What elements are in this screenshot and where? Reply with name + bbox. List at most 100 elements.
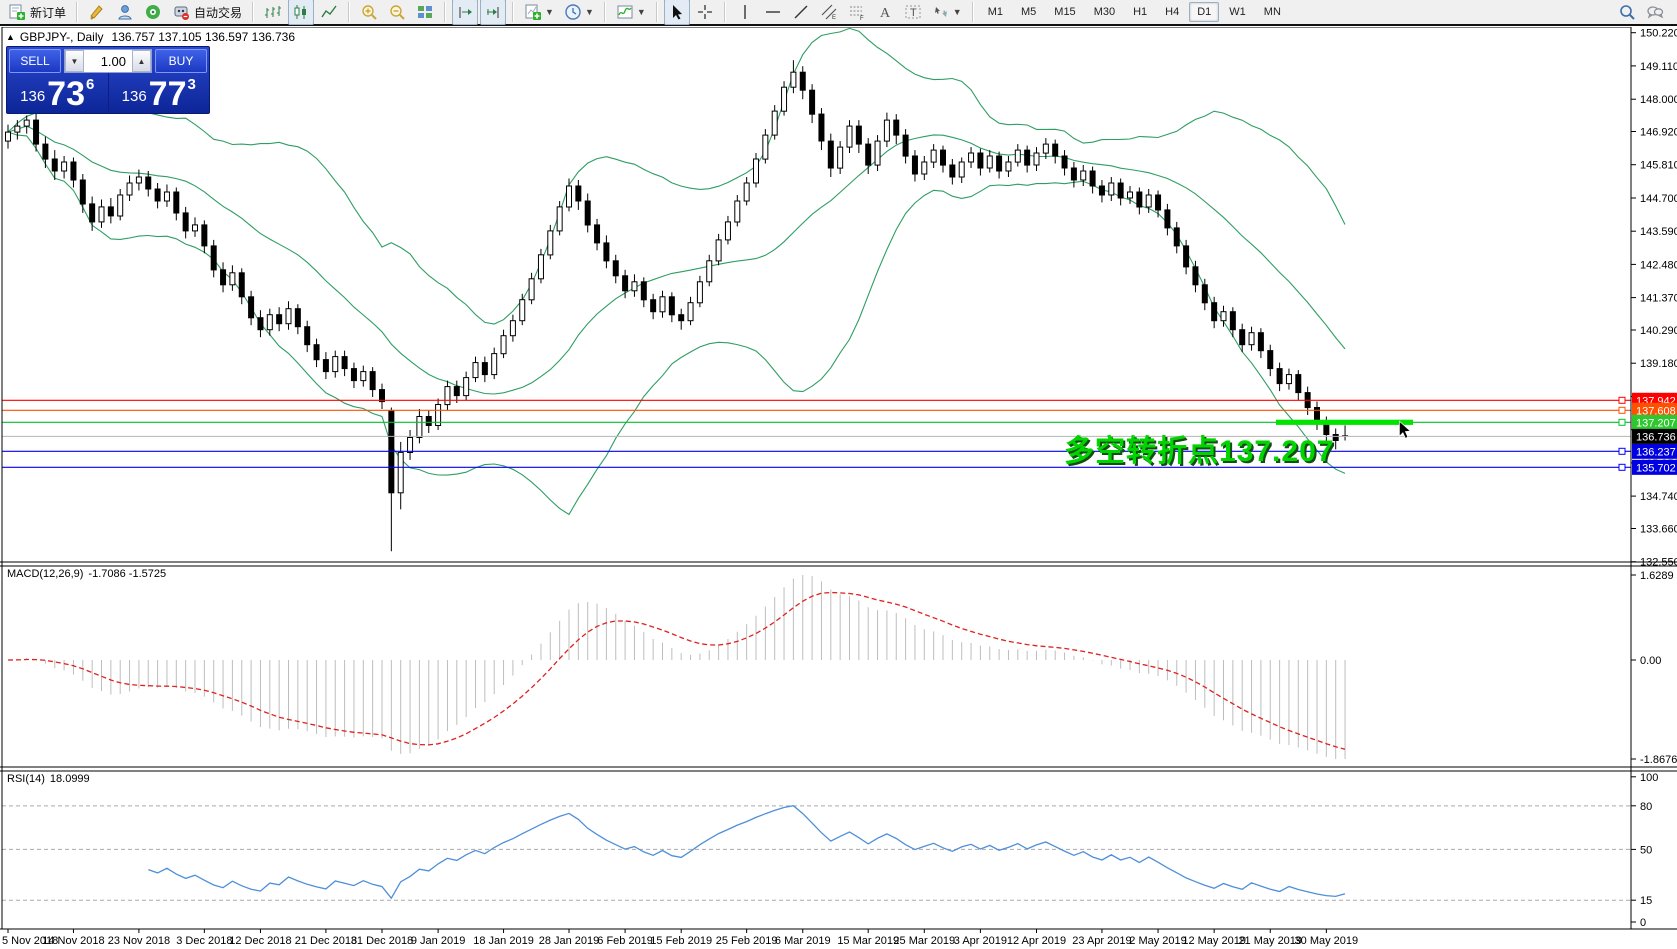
cursor-button[interactable] [663,0,690,25]
new-order-icon [9,4,25,20]
main-chart-pane[interactable] [2,27,1631,562]
candle-body [537,254,544,280]
line-handle[interactable] [1618,463,1626,471]
price-axis-tick: 134.740 [1640,491,1677,503]
bar-chart-button[interactable] [260,0,286,25]
rsi-axis-tick: 80 [1640,801,1652,813]
chat-button[interactable] [1642,0,1668,25]
search-button[interactable] [1614,0,1640,25]
trendline-button[interactable] [788,0,814,25]
buy-price-button[interactable]: 136 77 3 [109,73,210,111]
buy-price-prefix: 136 [121,88,147,105]
line-handle[interactable] [1618,418,1626,426]
candle-body [463,377,470,397]
zoom-in-button[interactable] [356,0,382,25]
svg-text:F: F [860,16,864,21]
text-button[interactable]: A [872,0,898,25]
candlestick-chart-button[interactable] [288,0,315,25]
auto-scroll-button[interactable] [480,0,507,25]
rsi-indicator-label: RSI(14) 18.0999 [7,773,90,785]
line-handle[interactable] [1618,396,1626,404]
rsi-axis-tick: 50 [1640,844,1652,856]
alert-horn-button[interactable] [84,0,110,25]
autotrading-button[interactable]: 自动交易 [168,0,246,25]
pivot-annotation-text[interactable]: 多空转折点137.207 [1064,435,1335,468]
chevron-down-icon[interactable]: ▼ [545,7,554,17]
collapse-panel-icon[interactable]: ▲ [6,32,15,42]
candle-body [1192,266,1199,286]
candle-body [173,191,180,214]
chart-area[interactable]: 150.220 149.110 148.000 146.920 145.810 144.7… [0,26,1677,949]
timeframe-M30-button[interactable]: M30 [1093,6,1116,18]
sell-price-button[interactable]: 136 73 6 [7,73,108,111]
volume-input[interactable]: 1.00 [100,53,126,69]
ohlc-values: 136.757 137.105 136.597 136.736 [111,30,296,44]
timeframe-M5-button[interactable]: M5 [1021,6,1037,18]
timeframe-M1-button[interactable]: M1 [987,6,1003,18]
volume-decrease-button[interactable]: ▼ [65,50,84,72]
fibonacci-button[interactable]: F [844,0,870,25]
candle-body [612,260,619,277]
line-chart-button[interactable] [316,0,342,25]
macd-axis-tick: 0.00 [1640,655,1661,667]
indicators-button[interactable]: ▼ [612,0,650,25]
bar-chart-icon [265,6,282,18]
new-order-button[interactable]: 新订单 [4,0,70,25]
arrows-button[interactable]: ▼ [928,0,966,25]
pivot-highlight-segment[interactable] [1276,419,1413,425]
chart-canvas[interactable]: 150.220 149.110 148.000 146.920 145.810 144.7… [0,27,1677,949]
crosshair-button[interactable] [692,0,718,25]
timeframe-M15-button[interactable]: M15 [1054,6,1076,18]
new-chart-button[interactable]: ▼ [520,0,558,25]
candle-body [818,113,825,142]
candle-body [865,143,872,166]
candle-body [1042,143,1049,154]
chevron-down-icon[interactable]: ▼ [952,7,962,17]
timeframe-W1-button[interactable]: W1 [1229,6,1246,18]
price-axis-tick: 145.810 [1640,160,1677,172]
timeframe-H4-button[interactable]: H4 [1165,6,1180,18]
vertical-line-button[interactable] [732,0,758,25]
buy-button[interactable]: BUY [155,49,207,73]
shift-end-button[interactable] [452,0,479,25]
candle-body [1014,149,1021,163]
line-handle[interactable] [1618,447,1626,455]
vertical-line-icon [744,5,746,19]
timeframe-H1-button[interactable]: H1 [1133,6,1148,18]
text-label-button[interactable]: T [900,0,926,25]
volume-increase-button[interactable]: ▲ [132,50,151,72]
timeframe-MN-button[interactable]: MN [1263,6,1281,18]
community-button[interactable] [112,0,138,25]
auto-scroll-icon [487,7,499,18]
candle-body [893,119,900,136]
candle-body [753,158,759,184]
candle-body [1285,374,1292,385]
period-clock-icon [565,4,581,20]
timeframe-D1-button[interactable]: D1 [1189,2,1220,22]
candle-body [809,89,816,115]
macd-pane[interactable] [2,566,1631,767]
candle-body [1257,332,1264,352]
horizontal-line-button[interactable] [760,0,786,25]
date-axis-label: 18 Jan 2019 [473,935,534,947]
tile-windows-button[interactable] [412,0,438,25]
candle-body [210,245,217,271]
chevron-down-icon[interactable]: ▼ [584,7,594,17]
autotrading-icon [174,6,190,20]
line-handle[interactable] [1618,406,1626,414]
rsi-pane[interactable] [2,771,1631,929]
toolbar-button-label: 自动交易 [194,5,243,20]
date-axis-label: 12 May 2019 [1182,935,1246,947]
zoom-out-button[interactable] [384,0,410,25]
rsi-axis-tick: 0 [1640,917,1646,929]
candle-body [285,308,292,325]
candle-body [163,191,170,202]
sell-button[interactable]: SELL [9,49,61,73]
price-axis-tick: 150.220 [1640,28,1677,40]
channel-button[interactable]: E [816,0,842,25]
chevron-down-icon[interactable]: ▼ [636,7,646,17]
period-clock-button[interactable]: ▼ [560,0,598,25]
signals-button[interactable] [140,0,166,25]
volume-stepper: ▼ 1.00 ▲ [64,49,152,73]
candle-body [453,386,460,397]
